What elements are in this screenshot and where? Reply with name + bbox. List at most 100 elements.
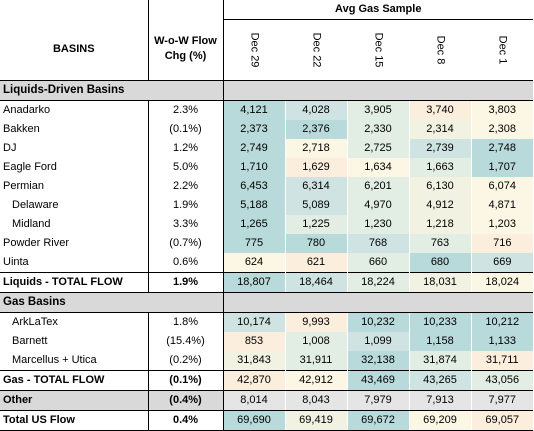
flow-value: 8,043 [284, 389, 347, 411]
wow-change: (0.1%) [147, 119, 223, 139]
wow-change: 0.4% [147, 409, 223, 431]
flow-value: 1,710 [222, 157, 285, 177]
flow-value: 8,014 [222, 389, 285, 411]
date-header: Dec 1 [471, 19, 534, 81]
flow-value: 31,843 [222, 350, 285, 370]
basin-name: Total US Flow [0, 409, 148, 431]
us-total-row: Total US Flow 0.4% 69,690 69,419 69,672 69,20… [0, 409, 534, 431]
flow-value: 1,158 [408, 331, 471, 351]
flow-value: 775 [222, 233, 285, 253]
section-fill [222, 291, 534, 313]
basin-name: Gas - TOTAL FLOW [0, 369, 148, 391]
wow-change: (15.4%) [147, 331, 223, 351]
flow-value: 69,672 [346, 409, 409, 431]
basin-row: Midland 3.3% 1,265 1,225 1,230 1,218 1,203 [0, 214, 534, 234]
flow-value: 1,265 [222, 214, 285, 234]
chg-header-line2: Chg (%) [164, 50, 207, 63]
flow-value: 1,629 [284, 157, 347, 177]
wow-change: (0.2%) [147, 350, 223, 370]
section-label: Liquids-Driven Basins [0, 79, 223, 101]
section-header: Liquids-Driven Basins [0, 79, 534, 101]
wow-change: (0.4%) [147, 389, 223, 411]
flow-value: 768 [346, 233, 409, 253]
wow-change: 1.9% [147, 195, 223, 215]
flow-value: 3,905 [346, 100, 409, 120]
wow-change: 0.6% [147, 252, 223, 272]
flow-value: 7,977 [470, 389, 534, 411]
flow-value: 2,314 [408, 119, 471, 139]
basin-name: Uinta [3, 256, 29, 268]
flow-value: 10,174 [222, 312, 285, 332]
flow-value: 42,870 [222, 369, 285, 391]
section-label: Gas Basins [0, 291, 223, 313]
flow-value: 1,218 [408, 214, 471, 234]
basin-row: Marcellus + Utica (0.2%) 31,843 31,911 32,13… [0, 350, 534, 370]
basin-row: Uinta 0.6% 624 621 660 680 669 [0, 252, 534, 272]
title-spacer-2 [147, 0, 223, 19]
date-header: Dec 15 [347, 19, 409, 81]
section-header: Gas Basins [0, 291, 534, 313]
flow-value: 3,803 [470, 100, 534, 120]
flow-value: 10,232 [346, 312, 409, 332]
wow-change: 3.3% [147, 214, 223, 234]
table-body: Liquids-Driven Basins Anadarko 2.3% 4,121 4,… [0, 79, 534, 431]
basin-name: Marcellus + Utica [12, 354, 97, 366]
wow-change: 5.0% [147, 157, 223, 177]
flow-value: 32,138 [346, 350, 409, 370]
date-header: Dec 29 [222, 19, 285, 81]
flow-value: 4,028 [284, 100, 347, 120]
chg-header-line1: W-o-W Flow [154, 35, 217, 48]
flow-value: 69,209 [408, 409, 471, 431]
basin-row: Permian 2.2% 6,453 6,314 6,201 6,130 6,074 [0, 176, 534, 196]
flow-value: 2,308 [470, 119, 534, 139]
basin-row: Barnett (15.4%) 853 1,008 1,099 1,158 1,133 [0, 331, 534, 351]
flow-value: 18,224 [346, 271, 409, 293]
flow-value: 4,970 [346, 195, 409, 215]
flow-value: 6,314 [284, 176, 347, 196]
flow-value: 18,807 [222, 271, 285, 293]
flow-value: 43,056 [470, 369, 534, 391]
flow-value: 31,911 [284, 350, 347, 370]
flow-value: 5,188 [222, 195, 285, 215]
flow-value: 18,024 [470, 271, 534, 293]
flow-value: 660 [346, 252, 409, 272]
basin-name: Midland [12, 218, 51, 230]
basin-row: Anadarko 2.3% 4,121 4,028 3,905 3,740 3,803 [0, 100, 534, 120]
flow-value: 3,740 [408, 100, 471, 120]
flow-value: 4,871 [470, 195, 534, 215]
flow-value: 31,711 [470, 350, 534, 370]
basins-header: BASINS [0, 19, 148, 81]
flow-value: 1,707 [470, 157, 534, 177]
flow-value: 669 [470, 252, 534, 272]
chg-header: W-o-W Flow Chg (%) [147, 19, 223, 81]
flow-value: 6,074 [470, 176, 534, 196]
flow-value: 42,912 [284, 369, 347, 391]
basin-name: Delaware [12, 199, 59, 211]
flow-value: 1,008 [284, 331, 347, 351]
title-row: Avg Gas Sample [0, 0, 534, 20]
flow-value: 1,225 [284, 214, 347, 234]
flow-value: 1,099 [346, 331, 409, 351]
wow-change: (0.1%) [147, 369, 223, 391]
flow-value: 2,749 [222, 138, 285, 158]
wow-change: 1.2% [147, 138, 223, 158]
section-total-row: Liquids - TOTAL FLOW 1.9% 18,807 18,464 18,2… [0, 271, 534, 293]
flow-value: 2,718 [284, 138, 347, 158]
basin-name: Anadarko [3, 104, 51, 116]
basin-name: Powder River [3, 237, 70, 249]
flow-value: 4,912 [408, 195, 471, 215]
flow-value: 10,212 [470, 312, 534, 332]
flow-value: 5,089 [284, 195, 347, 215]
date-header: Dec 8 [409, 19, 471, 81]
flow-value: 763 [408, 233, 471, 253]
flow-value: 624 [222, 252, 285, 272]
flow-value: 2,725 [346, 138, 409, 158]
flow-value: 1,203 [470, 214, 534, 234]
basin-row: Bakken (0.1%) 2,373 2,376 2,330 2,314 2,308 [0, 119, 534, 139]
flow-value: 2,376 [284, 119, 347, 139]
basin-row: ArkLaTex 1.8% 10,174 9,993 10,232 10,233 10,21… [0, 312, 534, 332]
basin-name: Bakken [3, 123, 40, 135]
table-title: Avg Gas Sample [222, 0, 534, 20]
flow-value: 716 [470, 233, 534, 253]
flow-value: 6,201 [346, 176, 409, 196]
